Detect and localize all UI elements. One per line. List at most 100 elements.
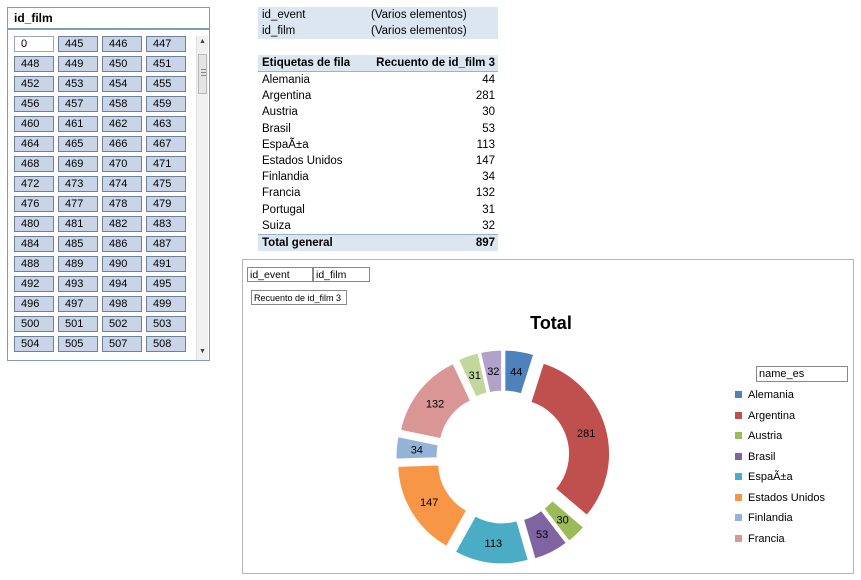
legend-label: Francia xyxy=(748,532,785,545)
legend-field-button[interactable]: name_es xyxy=(756,366,848,382)
slicer-item[interactable]: 496 xyxy=(14,296,54,312)
slicer-item[interactable]: 480 xyxy=(14,216,54,232)
pivot-row: Finlandia 34 xyxy=(258,169,498,185)
slicer-item[interactable]: 457 xyxy=(58,96,98,112)
slicer-item[interactable]: 447 xyxy=(146,36,186,52)
chart-filter-button-id-event[interactable]: id_event xyxy=(247,267,313,282)
slicer-item[interactable]: 477 xyxy=(58,196,98,212)
slicer-item[interactable]: 445 xyxy=(58,36,98,52)
slicer-item[interactable]: 458 xyxy=(102,96,142,112)
slicer-item[interactable]: 476 xyxy=(14,196,54,212)
slicer-item[interactable]: 487 xyxy=(146,236,186,252)
doughnut-slice[interactable] xyxy=(504,349,535,395)
row-labels-header[interactable]: Etiquetas de fila xyxy=(262,57,351,69)
slicer-item[interactable]: 483 xyxy=(146,216,186,232)
slicer-item[interactable]: 448 xyxy=(14,56,54,72)
slicer-item[interactable]: 478 xyxy=(102,196,142,212)
slicer-item[interactable]: 459 xyxy=(146,96,186,112)
slicer-item[interactable]: 484 xyxy=(14,236,54,252)
slicer-item[interactable]: 475 xyxy=(146,176,186,192)
doughnut-slice[interactable] xyxy=(397,464,468,547)
slicer-item[interactable]: 453 xyxy=(58,76,98,92)
slicer-item[interactable]: 0 xyxy=(14,36,54,52)
slicer-item[interactable]: 501 xyxy=(58,316,98,332)
filter-row-id-film[interactable]: id_film (Varios elementos) xyxy=(258,23,498,39)
pivot-row: Brasil 53 xyxy=(258,121,498,137)
slicer-item[interactable]: 498 xyxy=(102,296,142,312)
doughnut-slice[interactable] xyxy=(399,363,472,440)
filter-value[interactable]: (Varios elementos) xyxy=(371,9,467,21)
slicer-item[interactable]: 473 xyxy=(58,176,98,192)
slicer-item[interactable]: 486 xyxy=(102,236,142,252)
slicer-item[interactable]: 485 xyxy=(58,236,98,252)
slicer-item[interactable]: 482 xyxy=(102,216,142,232)
slicer-item[interactable]: 469 xyxy=(58,156,98,172)
scroll-up-arrow-icon[interactable]: ▲ xyxy=(199,38,206,45)
chart-value-field-button[interactable]: Recuento de id_film 3 xyxy=(251,290,347,305)
legend-label: EspaÃ±a xyxy=(748,471,793,483)
slicer-item[interactable]: 461 xyxy=(58,116,98,132)
slicer-item[interactable]: 467 xyxy=(146,136,186,152)
slicer-item[interactable]: 481 xyxy=(58,216,98,232)
doughnut-slice[interactable] xyxy=(522,509,567,560)
slice-data-label: 31 xyxy=(469,370,481,382)
slicer-item[interactable]: 504 xyxy=(14,336,54,352)
legend-swatch xyxy=(735,473,742,480)
slicer-item[interactable]: 493 xyxy=(58,276,98,292)
slicer-item[interactable]: 489 xyxy=(58,256,98,272)
filter-row-id-event[interactable]: id_event (Varios elementos) xyxy=(258,7,498,23)
slicer-item[interactable]: 488 xyxy=(14,256,54,272)
slicer-item[interactable]: 454 xyxy=(102,76,142,92)
pivot-chart[interactable]: id_event id_film Recuento de id_film 3 T… xyxy=(242,259,854,574)
chart-filter-button-id-film[interactable]: id_film xyxy=(313,267,370,282)
filter-value[interactable]: (Varios elementos) xyxy=(371,25,467,37)
slicer-item[interactable]: 450 xyxy=(102,56,142,72)
slicer-item[interactable]: 505 xyxy=(58,336,98,352)
slicer-item[interactable]: 463 xyxy=(146,116,186,132)
pivot-row: Suiza 32 xyxy=(258,218,498,234)
slicer-item[interactable]: 449 xyxy=(58,56,98,72)
slicer-item[interactable]: 446 xyxy=(102,36,142,52)
slicer-item[interactable]: 468 xyxy=(14,156,54,172)
grip-line xyxy=(201,75,206,76)
slicer-scrollbar[interactable]: ▲ ▼ xyxy=(196,36,208,360)
slicer-item[interactable]: 466 xyxy=(102,136,142,152)
slicer-item[interactable]: 491 xyxy=(146,256,186,272)
slicer-item[interactable]: 474 xyxy=(102,176,142,192)
scrollbar-thumb[interactable] xyxy=(198,54,207,94)
slicer-item[interactable]: 452 xyxy=(14,76,54,92)
slicer-item[interactable]: 500 xyxy=(14,316,54,332)
slicer-item[interactable]: 502 xyxy=(102,316,142,332)
doughnut-slice[interactable] xyxy=(479,349,503,394)
slicer-item[interactable]: 455 xyxy=(146,76,186,92)
slicer-item[interactable]: 508 xyxy=(146,336,186,352)
slicer-item[interactable]: 464 xyxy=(14,136,54,152)
slicer-item[interactable]: 490 xyxy=(102,256,142,272)
slicer-item[interactable]: 497 xyxy=(58,296,98,312)
slicer-item[interactable]: 456 xyxy=(14,96,54,112)
slicer-item[interactable]: 507 xyxy=(102,336,142,352)
slicer-item[interactable]: 471 xyxy=(146,156,186,172)
chart-title: Total xyxy=(530,313,572,333)
slicer-item[interactable]: 479 xyxy=(146,196,186,212)
slicer-item[interactable]: 470 xyxy=(102,156,142,172)
slicer-item[interactable]: 472 xyxy=(14,176,54,192)
slicer-item[interactable]: 460 xyxy=(14,116,54,132)
scroll-down-arrow-icon[interactable]: ▼ xyxy=(199,348,206,355)
slicer-item[interactable]: 495 xyxy=(146,276,186,292)
slicer-item[interactable]: 462 xyxy=(102,116,142,132)
slicer-item[interactable]: 503 xyxy=(146,316,186,332)
slicer-item[interactable]: 494 xyxy=(102,276,142,292)
doughnut-slice[interactable] xyxy=(454,515,529,565)
doughnut-slice[interactable] xyxy=(530,362,610,517)
doughnut-slice[interactable] xyxy=(457,352,488,398)
row-label: Finlandia xyxy=(262,171,309,184)
slicer-item[interactable]: 499 xyxy=(146,296,186,312)
slicer-item[interactable]: 492 xyxy=(14,276,54,292)
slicer-item[interactable]: 465 xyxy=(58,136,98,152)
doughnut-slice[interactable] xyxy=(543,500,585,542)
slicer-item[interactable]: 451 xyxy=(146,56,186,72)
doughnut-slice[interactable] xyxy=(395,436,439,460)
slice-data-label: 132 xyxy=(426,398,444,410)
row-label: EspaÃ±a xyxy=(262,138,309,151)
